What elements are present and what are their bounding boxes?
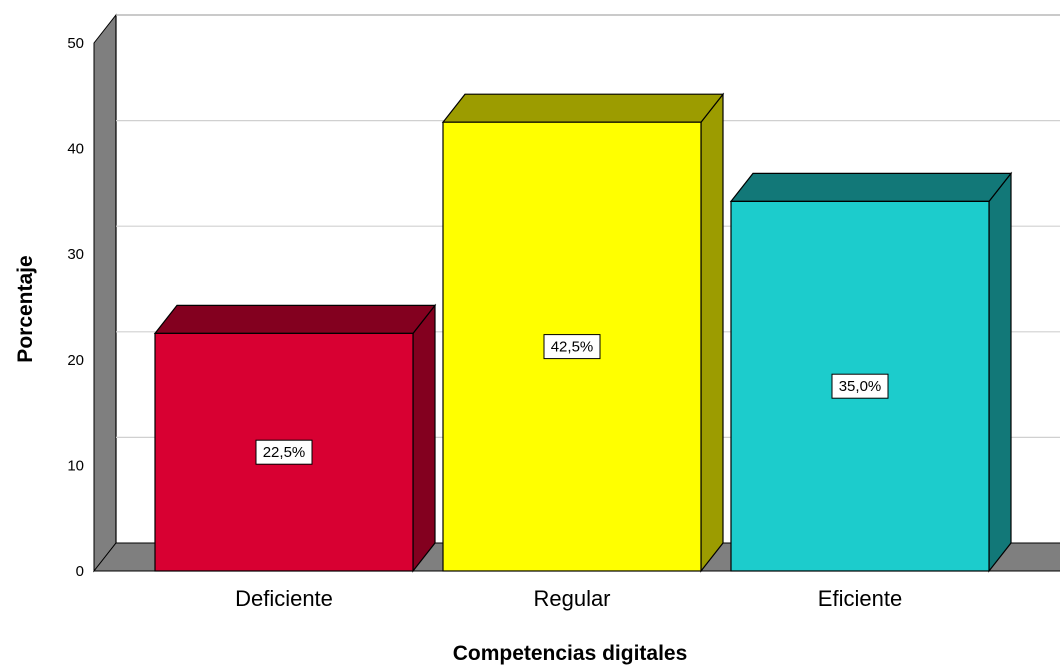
y-tick-label: 10: [67, 457, 84, 474]
y-tick-label: 50: [67, 35, 84, 52]
data-label-box: [255, 439, 313, 465]
x-axis-title: Competencias digitales: [453, 642, 688, 665]
bar-top-face: [153, 304, 437, 334]
bar-data-label: 35,0%: [831, 373, 889, 399]
bars: 22,5% 42,5% 35,0%: [153, 92, 1013, 573]
bar-top-face: [441, 93, 725, 123]
y-tick-label: 40: [67, 141, 84, 158]
bar-eficiente: 35,0%: [729, 171, 1013, 573]
y-axis-title: Porcentaje: [14, 255, 37, 362]
x-category-label: Regular: [533, 586, 610, 611]
bar-side-face: [700, 92, 724, 573]
data-label-text: 35,0%: [839, 378, 882, 395]
bar-side-face: [988, 171, 1012, 573]
x-axis-category-labels: Deficiente Regular Eficiente: [235, 586, 902, 611]
y-tick-label: 20: [67, 352, 84, 369]
y-tick-label: 0: [76, 563, 84, 580]
data-label-text: 22,5%: [263, 444, 306, 461]
x-category-label: Eficiente: [818, 586, 902, 611]
bar-deficiente: 22,5%: [153, 303, 437, 573]
bar-data-label: 22,5%: [255, 439, 313, 465]
bar-data-label: 42,5%: [543, 334, 601, 360]
data-label-text: 42,5%: [551, 339, 594, 356]
data-label-box: [831, 373, 889, 399]
bar-side-face: [412, 303, 436, 573]
data-label-box: [543, 334, 601, 360]
y-axis-ticks: 0 10 20 30 40 50: [67, 35, 84, 580]
bar-top-face: [729, 172, 1013, 202]
bar-regular: 42,5%: [441, 92, 725, 573]
left-wall: [93, 13, 117, 573]
x-category-label: Deficiente: [235, 586, 333, 611]
bar-front-face: [442, 121, 702, 572]
y-tick-label: 30: [67, 246, 84, 263]
